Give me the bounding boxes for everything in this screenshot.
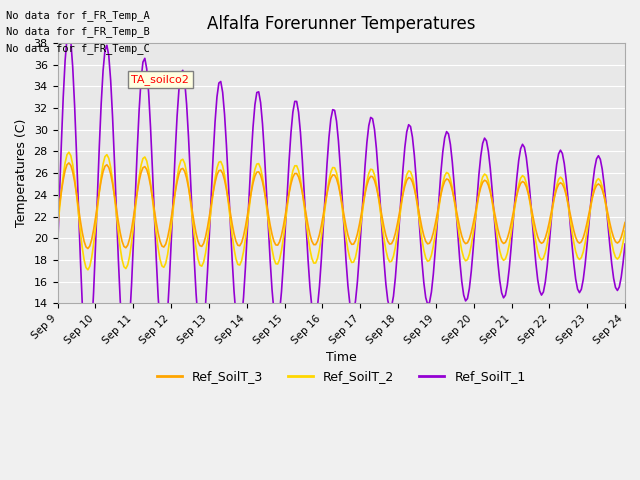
- Ref_SoilT_3: [536, 239, 543, 244]
- Ref_SoilT_2: [404, 168, 412, 174]
- Line: Ref_SoilT_2: Ref_SoilT_2: [58, 152, 625, 270]
- Y-axis label: Temperatures (C): Temperatures (C): [15, 119, 28, 228]
- Ref_SoilT_1: [56, 195, 63, 201]
- Ref_SoilT_2: [54, 226, 61, 232]
- Ref_SoilT_2: [394, 232, 401, 238]
- Line: Ref_SoilT_3: Ref_SoilT_3: [58, 163, 625, 249]
- Ref_SoilT_2: [56, 207, 63, 213]
- Ref_SoilT_3: [396, 212, 403, 217]
- Ref_SoilT_1: [404, 122, 412, 128]
- Ref_SoilT_2: [536, 254, 543, 260]
- Ref_SoilT_2: [65, 149, 73, 155]
- Ref_SoilT_3: [404, 175, 412, 180]
- Ref_SoilT_1: [65, 28, 73, 34]
- Title: Alfalfa Forerunner Temperatures: Alfalfa Forerunner Temperatures: [207, 15, 476, 33]
- Ref_SoilT_1: [572, 276, 579, 282]
- Ref_SoilT_2: [84, 267, 92, 273]
- Text: TA_soilco2: TA_soilco2: [131, 74, 189, 85]
- Text: No data for f_FR_Temp_C: No data for f_FR_Temp_C: [6, 43, 150, 54]
- X-axis label: Time: Time: [326, 351, 356, 364]
- Ref_SoilT_3: [572, 234, 579, 240]
- Text: No data for f_FR_Temp_A: No data for f_FR_Temp_A: [6, 10, 150, 21]
- Ref_SoilT_1: [536, 288, 543, 294]
- Legend: Ref_SoilT_3, Ref_SoilT_2, Ref_SoilT_1: Ref_SoilT_3, Ref_SoilT_2, Ref_SoilT_1: [152, 365, 531, 388]
- Ref_SoilT_3: [621, 220, 629, 226]
- Ref_SoilT_1: [54, 249, 61, 254]
- Ref_SoilT_2: [396, 218, 403, 224]
- Ref_SoilT_2: [621, 228, 629, 234]
- Ref_SoilT_3: [84, 246, 92, 252]
- Ref_SoilT_3: [65, 160, 73, 166]
- Ref_SoilT_1: [396, 222, 403, 228]
- Ref_SoilT_3: [54, 216, 61, 221]
- Text: No data for f_FR_Temp_B: No data for f_FR_Temp_B: [6, 26, 150, 37]
- Ref_SoilT_2: [572, 249, 579, 254]
- Ref_SoilT_1: [84, 362, 92, 368]
- Line: Ref_SoilT_1: Ref_SoilT_1: [58, 31, 625, 365]
- Ref_SoilT_1: [621, 241, 629, 247]
- Ref_SoilT_1: [394, 251, 401, 256]
- Ref_SoilT_3: [394, 222, 401, 228]
- Ref_SoilT_3: [56, 202, 63, 208]
